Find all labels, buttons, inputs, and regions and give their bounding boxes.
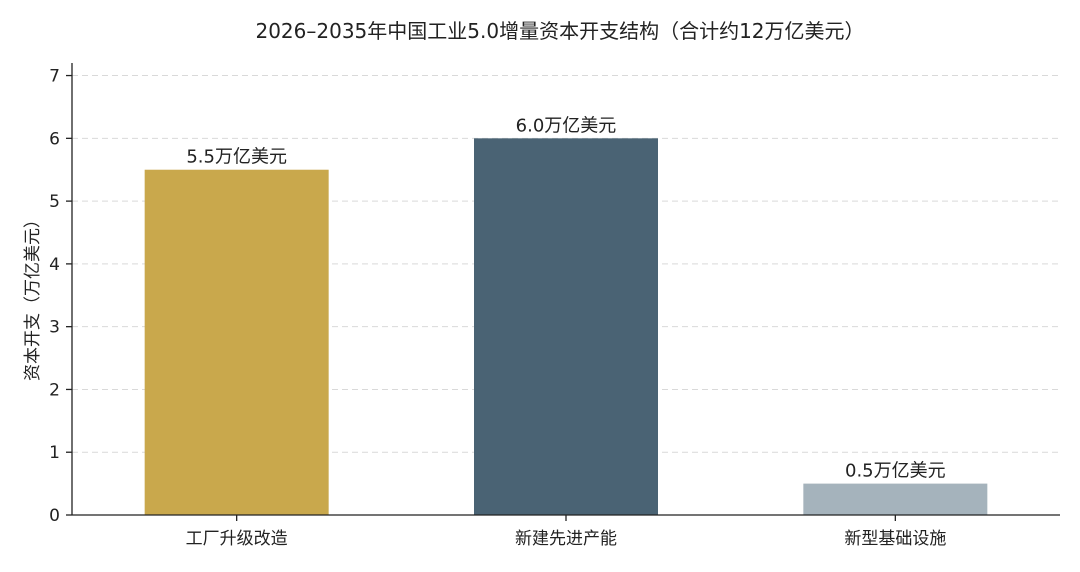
y-axis-label: 资本开支（万亿美元）: [23, 211, 43, 381]
bar: [474, 138, 658, 516]
x-tick-label: 新型基础设施: [844, 529, 946, 549]
data-label: 5.5万亿美元: [186, 147, 287, 168]
data-label: 6.0万亿美元: [516, 115, 617, 136]
bar: [144, 169, 329, 515]
x-tick-label: 工厂升级改造: [186, 529, 288, 549]
y-tick-label: 5: [49, 192, 60, 212]
data-labels: 5.5万亿美元 6.0万亿美元 0.5万亿美元: [186, 115, 945, 481]
y-tick-label: 4: [49, 255, 60, 275]
x-ticks: 工厂升级改造 新建先进产能 新型基础设施: [186, 515, 946, 549]
y-tick-label: 3: [49, 318, 60, 338]
data-label: 0.5万亿美元: [845, 461, 946, 482]
bars: [144, 138, 988, 516]
bar: [803, 483, 988, 515]
chart-title: 2026–2035年中国工业5.0增量资本开支结构（合计约12万亿美元）: [255, 19, 864, 43]
x-tick-label: 新建先进产能: [515, 529, 617, 549]
y-tick-label: 6: [49, 129, 60, 149]
y-tick-label: 1: [49, 443, 60, 463]
y-tick-label: 7: [49, 67, 60, 87]
y-tick-label: 0: [49, 506, 60, 526]
y-tick-label: 2: [49, 380, 60, 400]
y-ticks: 0 1 2 3 4 5 6 7: [49, 67, 72, 526]
